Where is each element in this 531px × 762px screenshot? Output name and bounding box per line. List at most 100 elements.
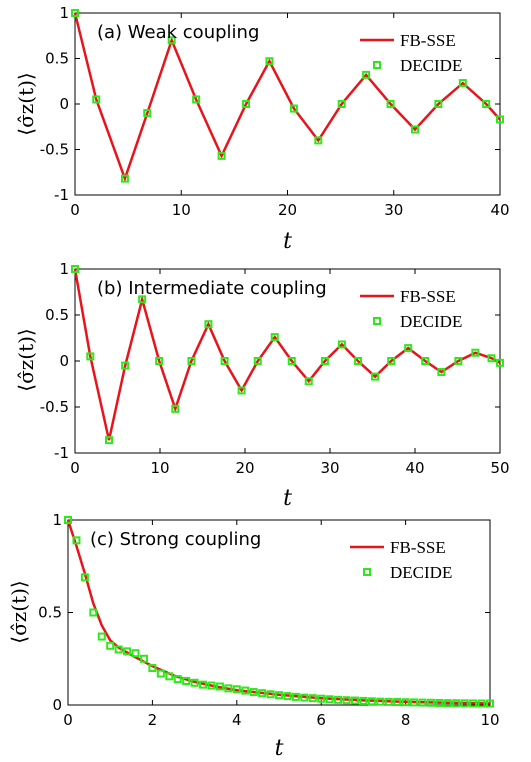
data-point-decide bbox=[411, 125, 419, 134]
data-point-decide bbox=[199, 680, 208, 689]
data-point-decide bbox=[437, 368, 446, 377]
data-point-decide bbox=[204, 320, 213, 329]
data-point-decide bbox=[249, 688, 258, 697]
data-point-decide bbox=[71, 265, 79, 273]
data-point-decide bbox=[258, 689, 267, 698]
data-point-decide bbox=[289, 104, 298, 113]
data-point-decide bbox=[367, 697, 376, 706]
legend-marker-swatch bbox=[373, 61, 381, 69]
data-point-decide bbox=[371, 372, 380, 381]
data-point-decide bbox=[190, 678, 199, 687]
data-point-decide bbox=[487, 354, 496, 363]
y-axis-label: ⟨σ̂z(t)⟩ bbox=[14, 328, 38, 391]
chart-panel-1: 0 10 20 30 40 -1 -0.5 0 0.5 1 (a) Weak coupling FB-… bbox=[14, 4, 510, 254]
legend-label-fb-sse: FB-SSE bbox=[400, 287, 456, 306]
data-point-decide bbox=[270, 333, 279, 342]
data-point-decide bbox=[362, 70, 371, 79]
data-point-decide bbox=[123, 647, 132, 656]
panel-title: (c) Strong coupling bbox=[90, 529, 261, 550]
x-axis-label: t bbox=[283, 486, 292, 511]
data-point-decide bbox=[80, 573, 89, 582]
data-point-decide bbox=[482, 100, 491, 108]
data-point-decide bbox=[156, 669, 165, 678]
panel-title: (a) Weak coupling bbox=[97, 22, 259, 43]
data-point-decide bbox=[354, 357, 363, 365]
data-point-decide bbox=[458, 79, 467, 88]
data-point-decide bbox=[342, 696, 351, 705]
data-point-decide bbox=[359, 696, 368, 705]
data-point-decide bbox=[182, 676, 191, 685]
data-point-decide bbox=[314, 136, 323, 145]
data-point-decide bbox=[426, 698, 435, 707]
data-point-decide bbox=[477, 699, 486, 708]
data-point-decide bbox=[242, 100, 251, 108]
series-line-fb-sse bbox=[66, 519, 491, 705]
x-tick-label: 2 bbox=[148, 711, 158, 729]
data-point-decide bbox=[435, 698, 444, 707]
series-line-fb-sse bbox=[73, 12, 501, 183]
x-tick-label: 4 bbox=[232, 711, 242, 729]
data-point-decide bbox=[187, 357, 196, 365]
data-point-decide bbox=[300, 693, 309, 702]
y-tick-label: -1 bbox=[54, 444, 69, 462]
legend-label-decide: DECIDE bbox=[400, 312, 462, 331]
data-point-decide bbox=[89, 608, 98, 617]
y-tick-label: 0 bbox=[52, 696, 62, 714]
data-point-decide bbox=[224, 684, 233, 693]
data-point-decide bbox=[325, 695, 334, 704]
data-point-decide bbox=[421, 357, 430, 365]
x-tick-label: 30 bbox=[320, 459, 339, 477]
legend-label-decide: DECIDE bbox=[390, 563, 452, 582]
data-point-decide bbox=[337, 100, 346, 108]
y-tick-label: 1 bbox=[59, 4, 69, 22]
panel-title: (b) Intermediate coupling bbox=[97, 278, 327, 299]
data-point-decide bbox=[384, 697, 393, 706]
data-point-decide bbox=[443, 699, 452, 708]
data-point-decide bbox=[291, 692, 300, 701]
data-point-decide bbox=[283, 692, 292, 701]
data-point-decide bbox=[215, 682, 224, 691]
data-point-decide bbox=[148, 664, 157, 672]
x-tick-label: 20 bbox=[278, 201, 297, 219]
data-point-decide bbox=[64, 516, 72, 524]
data-point-decide bbox=[121, 361, 130, 370]
data-point-decide bbox=[105, 436, 113, 445]
legend-label-fb-sse: FB-SSE bbox=[390, 538, 446, 557]
x-tick-label: 10 bbox=[172, 201, 191, 219]
chart-panel-3: 0 2 4 6 8 10 0 0.5 1 (c) Strong coupling FB-SSE DEC… bbox=[7, 511, 500, 761]
data-point-decide bbox=[120, 174, 129, 183]
x-axis-label: t bbox=[283, 229, 292, 254]
data-point-decide bbox=[317, 694, 326, 703]
x-tick-label: 0 bbox=[70, 459, 80, 477]
data-point-decide bbox=[217, 151, 226, 160]
y-tick-label: 0.5 bbox=[38, 604, 62, 622]
data-point-decide bbox=[287, 357, 296, 365]
x-tick-label: 30 bbox=[384, 201, 403, 219]
data-point-decide bbox=[106, 641, 115, 650]
y-tick-label: -0.5 bbox=[40, 141, 69, 159]
x-tick-label: 40 bbox=[490, 201, 509, 219]
data-point-decide bbox=[469, 699, 478, 708]
data-point-decide bbox=[143, 109, 152, 118]
x-tick-label: 0 bbox=[63, 711, 73, 729]
data-point-decide bbox=[171, 404, 180, 413]
data-point-decide bbox=[334, 695, 343, 704]
data-point-decide bbox=[337, 340, 346, 349]
y-tick-label: 0.5 bbox=[45, 306, 69, 324]
data-point-decide bbox=[387, 357, 396, 365]
x-axis-label: t bbox=[275, 736, 284, 761]
legend-marker-swatch bbox=[363, 568, 371, 576]
data-point-decide bbox=[92, 95, 101, 104]
data-point-decide bbox=[241, 686, 250, 695]
data-point-decide bbox=[192, 95, 201, 104]
data-point-decide bbox=[275, 691, 283, 700]
data-point-decide bbox=[71, 9, 79, 17]
data-point-decide bbox=[237, 386, 246, 395]
y-tick-label: 0.5 bbox=[45, 50, 69, 68]
x-tick-label: 50 bbox=[490, 459, 509, 477]
x-tick-label: 20 bbox=[235, 459, 254, 477]
data-point-decide bbox=[265, 57, 274, 66]
data-point-decide bbox=[452, 699, 461, 708]
x-tick-label: 6 bbox=[316, 711, 326, 729]
